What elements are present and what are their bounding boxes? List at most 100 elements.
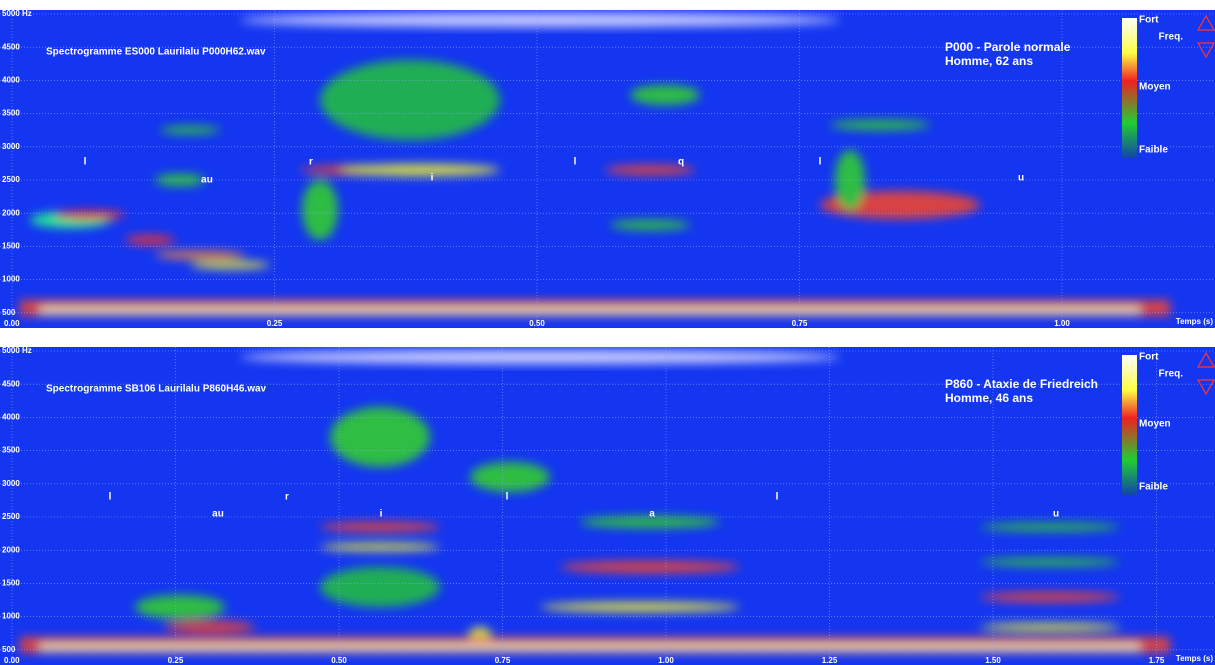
energy-band (240, 350, 840, 364)
formant (610, 220, 690, 230)
freq-tick-label: 2000 (2, 545, 20, 554)
formant (540, 602, 740, 612)
phoneme-label: au (212, 509, 224, 520)
time-tick-label: 0.50 (529, 319, 545, 328)
formant (980, 592, 1120, 602)
phoneme-label: a (649, 509, 655, 520)
speaker-info: Homme, 62 ans (945, 54, 1033, 68)
legend-bar (1122, 18, 1137, 158)
freq-tick-label: 1000 (2, 612, 20, 621)
legend-high: Fort (1139, 352, 1159, 363)
formant (320, 543, 440, 551)
file-title: Spectrogramme ES000 Laurilalu P000H62.wa… (46, 47, 266, 58)
formant (302, 180, 338, 240)
speaker-info: Homme, 46 ans (945, 391, 1033, 405)
formant (135, 595, 225, 619)
low-band-core (40, 307, 1140, 313)
phoneme-label: r (285, 492, 289, 503)
phoneme-label: l (506, 492, 509, 503)
spectrogram-panel: 5000 Hz 4500 4000 3500 3000 2500 2000 1500 1000 5… (0, 347, 1215, 665)
formant (630, 85, 700, 105)
time-tick-label: 0.75 (495, 656, 511, 665)
speaker: P000 - Parole normale (945, 40, 1071, 54)
phoneme-label: i (380, 509, 383, 520)
phoneme-label: l (819, 157, 822, 168)
freq-tick-label: 2500 (2, 175, 20, 184)
formant (470, 462, 550, 492)
time-tick-label: 1.75 (1149, 656, 1165, 665)
phoneme-label: u (1053, 509, 1059, 520)
formant (55, 210, 125, 220)
phoneme-label: q (678, 157, 684, 168)
formant (190, 261, 270, 269)
freq-tick-label: 4000 (2, 76, 20, 85)
freq-tick-label: 3500 (2, 446, 20, 455)
formant (980, 523, 1120, 531)
formant (320, 60, 500, 140)
freq-down[interactable] (1196, 379, 1215, 396)
legend-bar (1122, 355, 1137, 495)
freq-up[interactable] (1196, 351, 1215, 368)
phoneme-label: l (84, 157, 87, 168)
formant (980, 558, 1120, 566)
freq-tick-label: 5000 Hz (2, 10, 32, 18)
legend-low: Faible (1139, 145, 1168, 156)
freq-tick-label: 4000 (2, 413, 20, 422)
formants (20, 60, 1170, 316)
legend-mid: Moyen (1139, 419, 1171, 430)
legend-low: Faible (1139, 482, 1168, 493)
file-title: Spectrogramme SB106 Laurilalu P860H46.wa… (46, 384, 267, 395)
formant (980, 623, 1120, 631)
freq-tick-label: 1500 (2, 242, 20, 251)
freq-tick-label: 3000 (2, 479, 20, 488)
time-tick-label: 1.50 (985, 656, 1001, 665)
formant (160, 126, 220, 134)
time-tick-label: 0.25 (267, 319, 283, 328)
formant (330, 407, 430, 467)
freq-down[interactable] (1196, 42, 1215, 59)
time-tick-label: 1.00 (658, 656, 674, 665)
formant (125, 235, 175, 245)
freq-tick-label: 3500 (2, 109, 20, 118)
time-tick-label: 0.50 (331, 656, 347, 665)
freq-tick-label: 4500 (2, 379, 20, 388)
formant (340, 164, 500, 176)
freq-tick-label: 500 (2, 308, 16, 317)
time-tick-label: 0.75 (792, 319, 808, 328)
time-tick-label: 0.00 (4, 656, 20, 665)
phoneme-label: i (431, 173, 434, 184)
time-unit: Temps (s) (1176, 317, 1214, 326)
formant (165, 621, 255, 633)
low-band-core (40, 644, 1140, 650)
formant (830, 120, 930, 130)
spectrogram-panel: 5000 Hz 4500 4000 3500 3000 2500 2000 1500 1000 5… (0, 10, 1215, 328)
phoneme-label: l (574, 157, 577, 168)
freq-tick-label: 5000 Hz (2, 347, 32, 355)
formants (20, 407, 1170, 653)
formant (605, 165, 695, 175)
legend-high: Fort (1139, 15, 1159, 26)
formant (320, 567, 440, 607)
freq-control-label: Freq. (1159, 369, 1184, 380)
phoneme-label: l (109, 492, 112, 503)
formant (560, 561, 740, 573)
freq-tick-label: 2000 (2, 208, 20, 217)
freq-up[interactable] (1196, 14, 1215, 31)
time-tick-label: 0.25 (168, 656, 184, 665)
formant (155, 251, 245, 259)
time-tick-label: 1.25 (822, 656, 838, 665)
phoneme-label: au (201, 175, 213, 186)
freq-tick-label: 500 (2, 645, 16, 654)
freq-tick-label: 2500 (2, 512, 20, 521)
freq-tick-label: 3000 (2, 142, 20, 151)
phoneme-label: l (776, 492, 779, 503)
speaker: P860 - Ataxie de Friedreich (945, 377, 1098, 391)
freq-tick-label: 1000 (2, 275, 20, 284)
energy-band (240, 13, 840, 27)
freq-tick-label: 4500 (2, 42, 20, 51)
legend-mid: Moyen (1139, 82, 1171, 93)
phoneme-label: u (1018, 173, 1024, 184)
freq-control-label: Freq. (1159, 32, 1184, 43)
freq-tick-label: 1500 (2, 579, 20, 588)
